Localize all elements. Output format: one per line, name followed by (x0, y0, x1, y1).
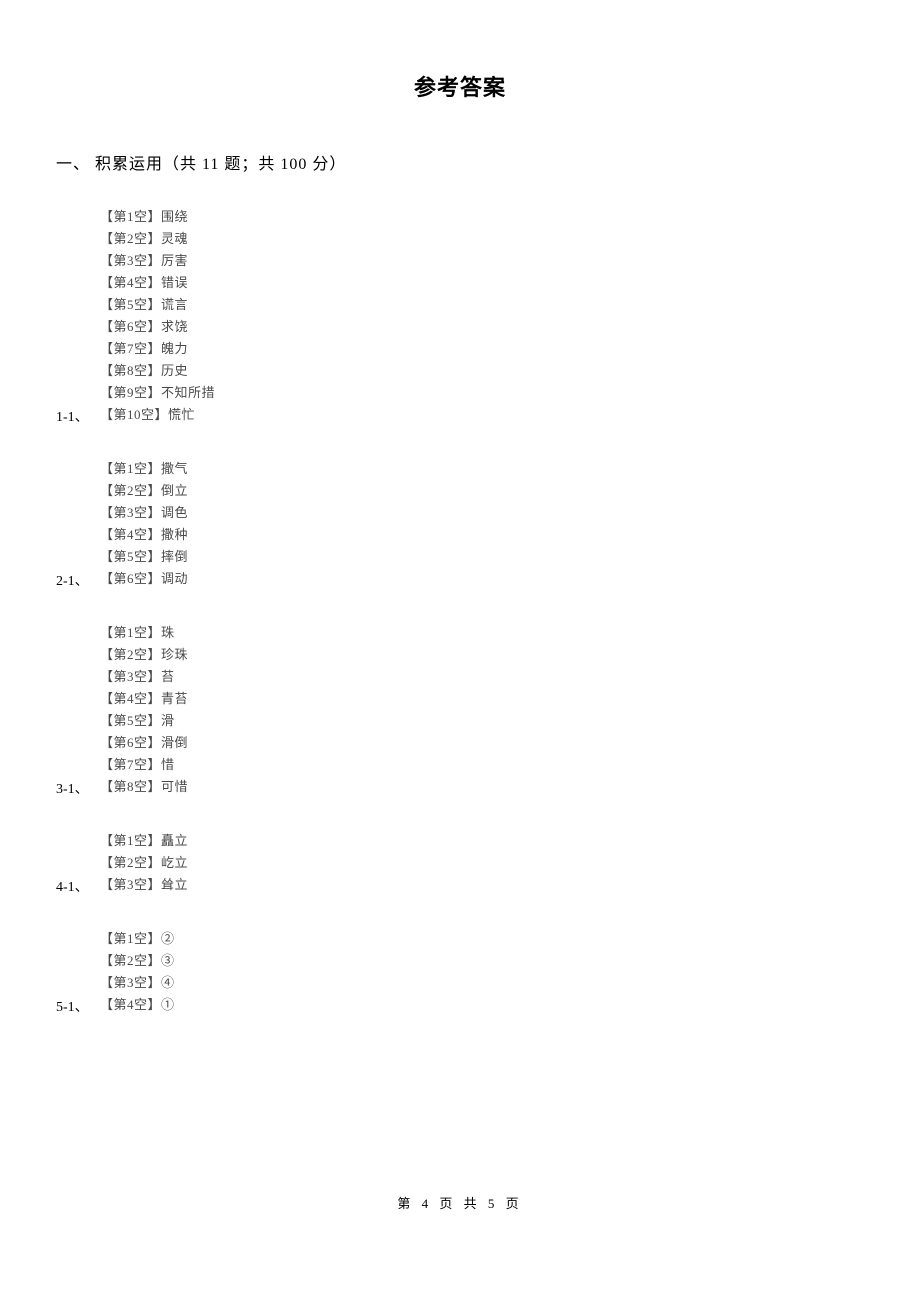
answer-item: 【第1空】围绕 (100, 206, 920, 228)
answer-item: 【第2空】屹立 (100, 852, 920, 874)
answer-block: 【第1空】围绕【第2空】灵魂【第3空】厉害【第4空】错误【第5空】谎言【第6空】… (0, 206, 920, 426)
answer-item: 【第1空】珠 (100, 622, 920, 644)
answer-block: 【第1空】珠【第2空】珍珠【第3空】苔【第4空】青苔【第5空】滑【第6空】滑倒【… (0, 622, 920, 798)
answer-list: 【第1空】围绕【第2空】灵魂【第3空】厉害【第4空】错误【第5空】谎言【第6空】… (100, 206, 920, 426)
page-title: 参考答案 (0, 0, 920, 102)
answer-item: 【第5空】滑 (100, 710, 920, 732)
answer-item: 【第5空】摔倒 (100, 546, 920, 568)
answer-item: 【第6空】调动 (100, 568, 920, 590)
page-footer: 第 4 页 共 5 页 (0, 1193, 920, 1212)
answer-item: 【第10空】慌忙 (100, 404, 920, 426)
question-number: 4-1、 (56, 876, 89, 896)
answer-list: 【第1空】珠【第2空】珍珠【第3空】苔【第4空】青苔【第5空】滑【第6空】滑倒【… (100, 622, 920, 798)
answer-item: 【第2空】灵魂 (100, 228, 920, 250)
answer-item: 【第2空】③ (100, 950, 920, 972)
answer-item: 【第8空】历史 (100, 360, 920, 382)
answer-item: 【第6空】求饶 (100, 316, 920, 338)
answer-item: 【第2空】倒立 (100, 480, 920, 502)
answer-list: 【第1空】矗立【第2空】屹立【第3空】耸立 (100, 830, 920, 896)
answer-item: 【第3空】苔 (100, 666, 920, 688)
question-number: 2-1、 (56, 570, 89, 590)
answer-block: 【第1空】②【第2空】③【第3空】④【第4空】① 5-1、 (0, 928, 920, 1016)
answer-item: 【第4空】撒种 (100, 524, 920, 546)
question-number: 1-1、 (56, 406, 89, 426)
question-number: 5-1、 (56, 996, 89, 1016)
answer-item: 【第7空】惜 (100, 754, 920, 776)
answer-item: 【第3空】厉害 (100, 250, 920, 272)
answer-item: 【第3空】④ (100, 972, 920, 994)
section-header: 一、 积累运用（共 11 题；共 100 分） (56, 150, 920, 174)
answer-item: 【第1空】矗立 (100, 830, 920, 852)
answer-item: 【第3空】耸立 (100, 874, 920, 896)
answer-item: 【第3空】调色 (100, 502, 920, 524)
answer-item: 【第2空】珍珠 (100, 644, 920, 666)
answer-item: 【第4空】错误 (100, 272, 920, 294)
answer-item: 【第7空】魄力 (100, 338, 920, 360)
answer-item: 【第1空】② (100, 928, 920, 950)
answer-item: 【第9空】不知所措 (100, 382, 920, 404)
answer-blocks-container: 【第1空】围绕【第2空】灵魂【第3空】厉害【第4空】错误【第5空】谎言【第6空】… (0, 206, 920, 1016)
answer-block: 【第1空】矗立【第2空】屹立【第3空】耸立 4-1、 (0, 830, 920, 896)
answer-item: 【第1空】撒气 (100, 458, 920, 480)
answer-item: 【第6空】滑倒 (100, 732, 920, 754)
answer-item: 【第5空】谎言 (100, 294, 920, 316)
answer-block: 【第1空】撒气【第2空】倒立【第3空】调色【第4空】撒种【第5空】摔倒【第6空】… (0, 458, 920, 590)
answer-item: 【第4空】① (100, 994, 920, 1016)
answer-list: 【第1空】撒气【第2空】倒立【第3空】调色【第4空】撒种【第5空】摔倒【第6空】… (100, 458, 920, 590)
answer-list: 【第1空】②【第2空】③【第3空】④【第4空】① (100, 928, 920, 1016)
answer-item: 【第4空】青苔 (100, 688, 920, 710)
answer-item: 【第8空】可惜 (100, 776, 920, 798)
question-number: 3-1、 (56, 778, 89, 798)
